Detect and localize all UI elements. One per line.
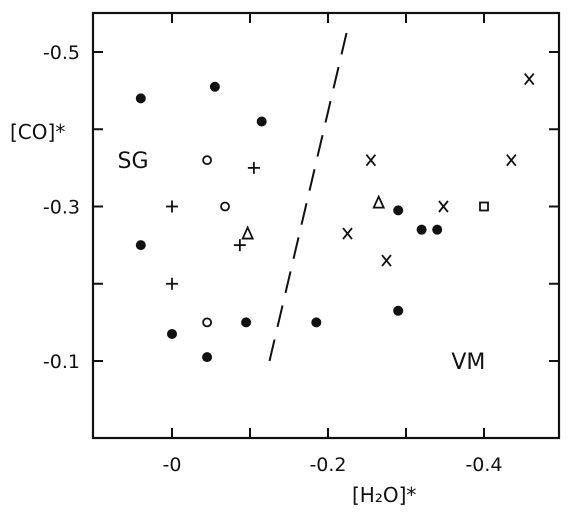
plus-point <box>166 200 178 213</box>
y-tick-label: -0.3 <box>43 197 80 219</box>
y-axis-label: [CO]* <box>10 120 65 144</box>
y-tick-label: -0.1 <box>43 351 80 373</box>
filled-circle-point <box>256 116 267 127</box>
filled-circle-point <box>135 93 146 104</box>
filled-circle-point <box>241 317 252 328</box>
plot-frame <box>91 11 561 440</box>
x-axis-label: [H₂O]* <box>352 483 416 507</box>
filled-circle-point <box>432 224 443 235</box>
square-point <box>479 201 489 212</box>
plus-point <box>247 161 260 174</box>
cross-point <box>506 154 517 167</box>
filled-circle-point <box>311 317 322 328</box>
divider-layer <box>268 28 349 362</box>
filled-circle-point <box>209 81 220 92</box>
cross-point <box>381 254 392 267</box>
filled-circle-point <box>416 224 427 235</box>
filled-circle-point <box>393 305 404 316</box>
region-divider-line <box>268 28 349 362</box>
filled-circle-point <box>202 352 213 363</box>
tick-marks: -0.5 -0.3 -0.1 -0 -0.2 -0.4 <box>43 13 559 476</box>
plus-point <box>166 277 178 290</box>
cross-point <box>438 200 449 213</box>
y-tick-label: -0.5 <box>43 42 80 64</box>
cross-point <box>524 72 535 86</box>
open-circle-point <box>202 155 213 166</box>
chart-labels: [CO]* [H₂O]* SG VM <box>10 120 485 507</box>
region-label: SG <box>117 149 148 174</box>
x-tick-label: -0 <box>163 454 182 476</box>
cross-point <box>365 154 377 167</box>
filled-circle-point <box>135 240 146 251</box>
plus-point <box>233 239 246 252</box>
cross-point <box>342 227 353 240</box>
triangle-point <box>372 194 386 209</box>
region-label: VM <box>451 350 485 375</box>
triangle-point <box>241 225 255 240</box>
filled-circle-point <box>167 328 177 339</box>
x-tick-label: -0.2 <box>309 454 346 476</box>
filled-circle-point <box>393 205 404 216</box>
data-points <box>135 72 535 363</box>
open-circle-point <box>202 317 213 328</box>
open-circle-point <box>220 201 230 212</box>
x-tick-label: -0.4 <box>465 454 502 476</box>
